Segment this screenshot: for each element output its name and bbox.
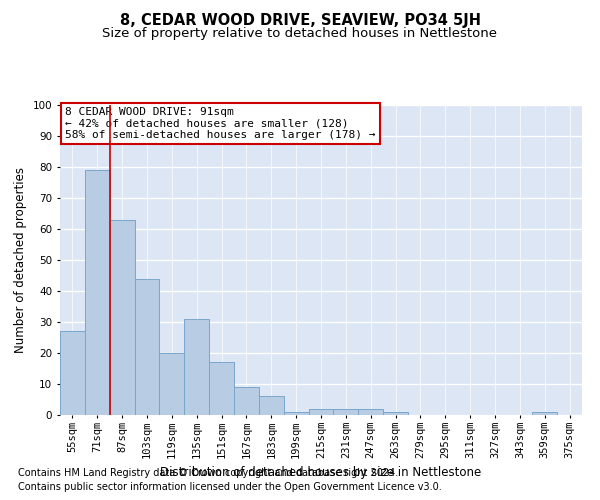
Text: 8, CEDAR WOOD DRIVE, SEAVIEW, PO34 5JH: 8, CEDAR WOOD DRIVE, SEAVIEW, PO34 5JH bbox=[119, 12, 481, 28]
Bar bbox=[85, 170, 110, 415]
Bar bbox=[284, 412, 308, 415]
Y-axis label: Number of detached properties: Number of detached properties bbox=[14, 167, 27, 353]
Bar bbox=[383, 412, 408, 415]
Bar bbox=[134, 278, 160, 415]
Text: 8 CEDAR WOOD DRIVE: 91sqm
← 42% of detached houses are smaller (128)
58% of semi: 8 CEDAR WOOD DRIVE: 91sqm ← 42% of detac… bbox=[65, 106, 376, 140]
Text: Size of property relative to detached houses in Nettlestone: Size of property relative to detached ho… bbox=[103, 28, 497, 40]
Bar bbox=[110, 220, 134, 415]
Bar bbox=[259, 396, 284, 415]
Bar bbox=[60, 332, 85, 415]
Bar bbox=[334, 409, 358, 415]
Bar bbox=[184, 319, 209, 415]
Bar bbox=[160, 353, 184, 415]
Bar bbox=[209, 362, 234, 415]
Text: Contains public sector information licensed under the Open Government Licence v3: Contains public sector information licen… bbox=[18, 482, 442, 492]
Text: Contains HM Land Registry data © Crown copyright and database right 2024.: Contains HM Land Registry data © Crown c… bbox=[18, 468, 398, 477]
Bar bbox=[358, 409, 383, 415]
X-axis label: Distribution of detached houses by size in Nettlestone: Distribution of detached houses by size … bbox=[160, 466, 482, 479]
Bar bbox=[308, 409, 334, 415]
Bar bbox=[532, 412, 557, 415]
Bar bbox=[234, 387, 259, 415]
